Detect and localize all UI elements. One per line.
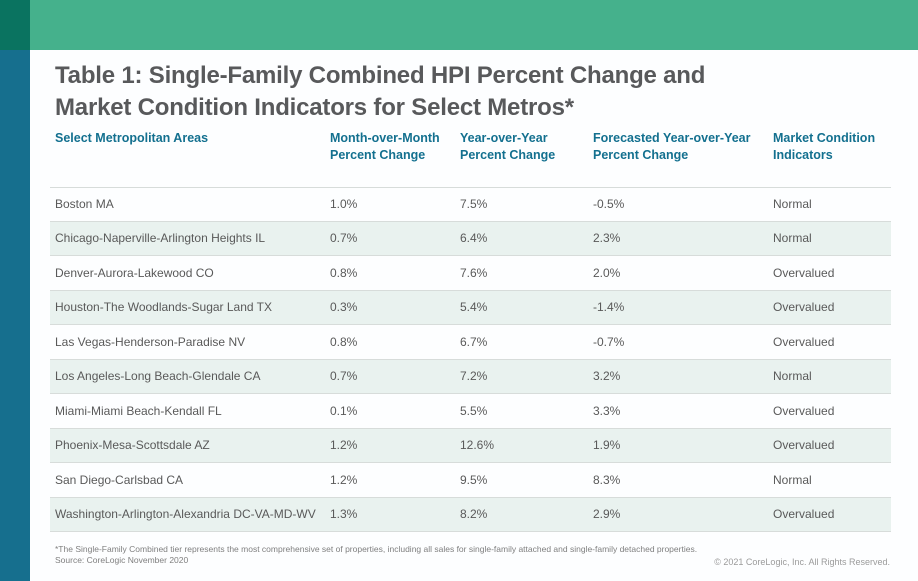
metro-cell: Houston-The Woodlands-Sugar Land TX bbox=[55, 300, 273, 315]
condition-cell: Overvalued bbox=[773, 403, 835, 418]
yoy-cell: 7.2% bbox=[460, 369, 488, 384]
column-header-forecast: Forecasted Year-over-Year Percent Change bbox=[593, 131, 751, 162]
yoy-cell: 6.7% bbox=[460, 334, 488, 349]
table-row: Washington-Arlington-Alexandria DC-VA-MD… bbox=[50, 497, 891, 532]
copyright: © 2021 CoreLogic, Inc. All Rights Reserv… bbox=[714, 557, 890, 567]
mom-cell: 0.8% bbox=[330, 265, 358, 280]
mom-cell: 1.3% bbox=[330, 507, 358, 522]
yoy-cell: 7.6% bbox=[460, 265, 488, 280]
footnote: *The Single-Family Combined tier represe… bbox=[55, 544, 755, 566]
yoy-cell: 9.5% bbox=[460, 472, 488, 487]
condition-cell: Normal bbox=[773, 231, 812, 246]
metro-cell: Miami-Miami Beach-Kendall FL bbox=[55, 403, 222, 418]
table-row: Phoenix-Mesa-Scottsdale AZ 1.2% 12.6% 1.… bbox=[50, 428, 891, 463]
table-row: Los Angeles-Long Beach-Glendale CA 0.7% … bbox=[50, 359, 891, 394]
mom-cell: 0.7% bbox=[330, 369, 358, 384]
forecast-cell: 3.3% bbox=[593, 403, 621, 418]
metro-cell: Phoenix-Mesa-Scottsdale AZ bbox=[55, 438, 210, 453]
footnote-text: *The Single-Family Combined tier represe… bbox=[55, 544, 698, 554]
source-note: Source: CoreLogic November 2020 bbox=[55, 555, 189, 565]
forecast-cell: 2.3% bbox=[593, 231, 621, 246]
top-accent-bar bbox=[30, 0, 918, 50]
mom-cell: 1.0% bbox=[330, 197, 358, 212]
table-row: Las Vegas-Henderson-Paradise NV 0.8% 6.7… bbox=[50, 325, 891, 360]
page-title: Table 1: Single-Family Combined HPI Perc… bbox=[55, 62, 706, 121]
metro-cell: Denver-Aurora-Lakewood CO bbox=[55, 265, 214, 280]
metro-cell: Boston MA bbox=[55, 197, 114, 212]
side-accent-bar bbox=[0, 50, 30, 581]
yoy-cell: 8.2% bbox=[460, 507, 488, 522]
table-header-row: Select Metropolitan Areas Month-over-Mon… bbox=[55, 130, 891, 164]
mom-cell: 0.3% bbox=[330, 300, 358, 315]
yoy-cell: 7.5% bbox=[460, 197, 488, 212]
mom-cell: 0.1% bbox=[330, 403, 358, 418]
brand-corner-block bbox=[0, 0, 30, 50]
forecast-cell: 3.2% bbox=[593, 369, 621, 384]
mom-cell: 1.2% bbox=[330, 472, 358, 487]
table-row: San Diego-Carlsbad CA 1.2% 9.5% 8.3% Nor… bbox=[50, 463, 891, 498]
condition-cell: Overvalued bbox=[773, 438, 835, 453]
metro-cell: Las Vegas-Henderson-Paradise NV bbox=[55, 334, 246, 349]
condition-cell: Overvalued bbox=[773, 265, 835, 280]
metro-cell: San Diego-Carlsbad CA bbox=[55, 472, 184, 487]
condition-cell: Normal bbox=[773, 472, 812, 487]
mom-cell: 0.8% bbox=[330, 334, 358, 349]
table-row: Chicago-Naperville-Arlington Heights IL … bbox=[50, 221, 891, 256]
condition-cell: Normal bbox=[773, 369, 812, 384]
condition-cell: Overvalued bbox=[773, 300, 835, 315]
condition-cell: Overvalued bbox=[773, 334, 835, 349]
table-row: Miami-Miami Beach-Kendall FL 0.1% 5.5% 3… bbox=[50, 394, 891, 429]
yoy-cell: 6.4% bbox=[460, 231, 488, 246]
table-row: Denver-Aurora-Lakewood CO 0.8% 7.6% 2.0%… bbox=[50, 256, 891, 291]
condition-cell: Normal bbox=[773, 197, 812, 212]
forecast-cell: -1.4% bbox=[593, 300, 625, 315]
table-body: Boston MA 1.0% 7.5% -0.5% Normal Chicago… bbox=[50, 187, 891, 532]
condition-cell: Overvalued bbox=[773, 507, 835, 522]
column-header-mom: Month-over-Month Percent Change bbox=[330, 131, 440, 162]
mom-cell: 0.7% bbox=[330, 231, 358, 246]
table-row: Boston MA 1.0% 7.5% -0.5% Normal bbox=[50, 187, 891, 222]
table-row: Houston-The Woodlands-Sugar Land TX 0.3%… bbox=[50, 290, 891, 325]
yoy-cell: 5.5% bbox=[460, 403, 488, 418]
forecast-cell: 1.9% bbox=[593, 438, 621, 453]
forecast-cell: 2.0% bbox=[593, 265, 621, 280]
forecast-cell: 2.9% bbox=[593, 507, 621, 522]
forecast-cell: -0.5% bbox=[593, 197, 625, 212]
metro-cell: Chicago-Naperville-Arlington Heights IL bbox=[55, 231, 266, 246]
mom-cell: 1.2% bbox=[330, 438, 358, 453]
yoy-cell: 12.6% bbox=[460, 438, 495, 453]
forecast-cell: 8.3% bbox=[593, 472, 621, 487]
forecast-cell: -0.7% bbox=[593, 334, 625, 349]
yoy-cell: 5.4% bbox=[460, 300, 488, 315]
column-header-yoy: Year-over-Year Percent Change bbox=[460, 131, 556, 162]
metro-cell: Los Angeles-Long Beach-Glendale CA bbox=[55, 369, 261, 384]
content-area: Table 1: Single-Family Combined HPI Perc… bbox=[30, 50, 918, 581]
column-header-condition: Market Condition Indicators bbox=[773, 131, 876, 162]
metro-cell: Washington-Arlington-Alexandria DC-VA-MD… bbox=[55, 507, 316, 522]
column-header-metros: Select Metropolitan Areas bbox=[55, 131, 209, 145]
